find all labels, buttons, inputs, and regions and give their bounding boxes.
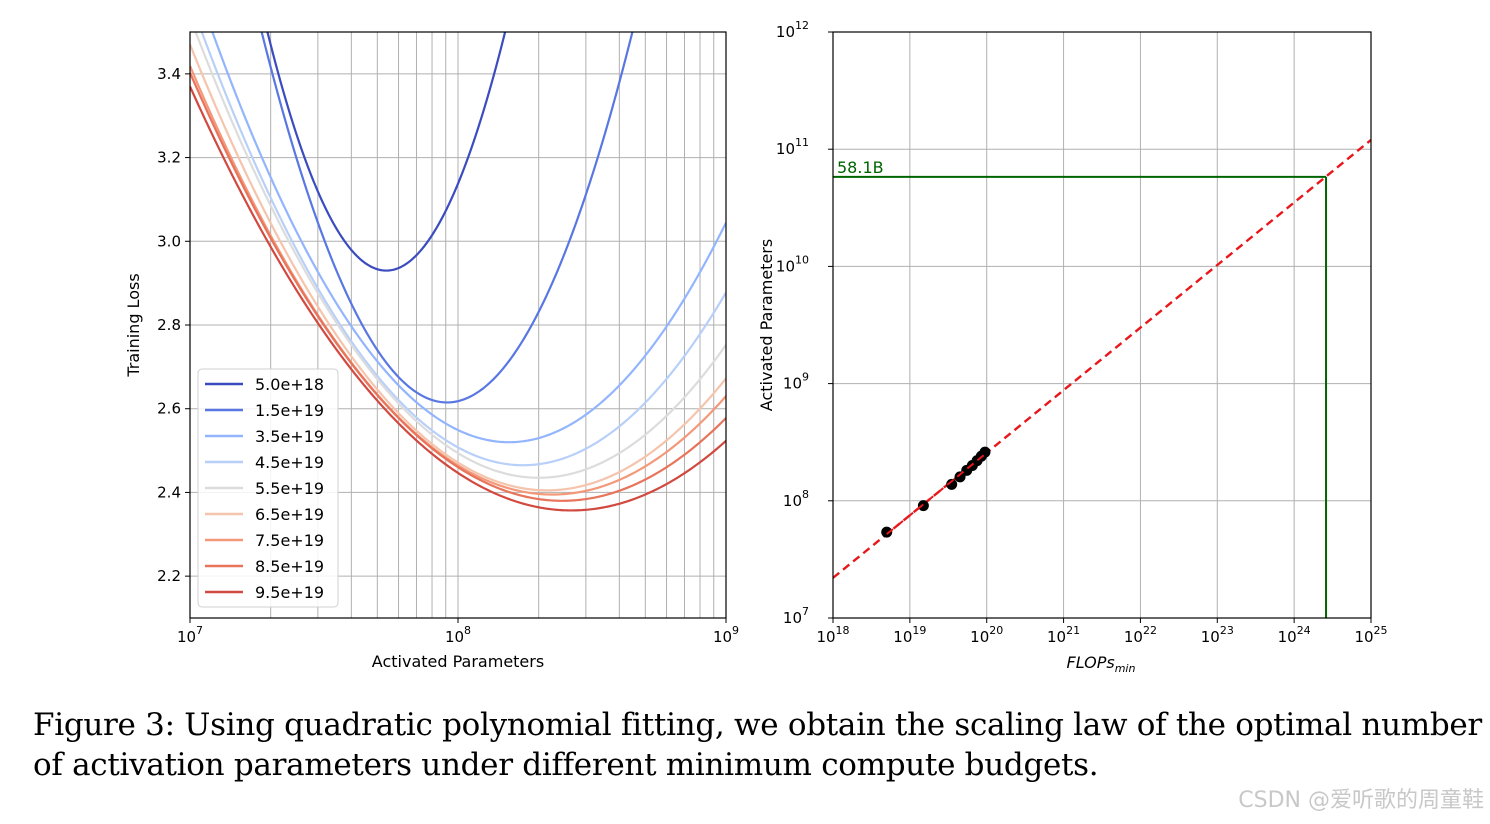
left-axis-ticks: 2.2 2.4 2.6 2.8 3.0 3.2 3.4 107 108 109 xyxy=(157,65,739,646)
loss-curve-series-8 xyxy=(190,86,726,512)
legend-item: 5.5e+19 xyxy=(205,479,324,498)
loss-curve-series-2 xyxy=(211,32,726,444)
left-loss-chart: 2.2 2.4 2.6 2.8 3.0 3.2 3.4 107 108 109 Activated… xyxy=(124,31,739,671)
left-loss-curves xyxy=(190,32,726,512)
legend-item: 9.5e+19 xyxy=(205,583,324,602)
x-tick-label: 1021 xyxy=(1047,624,1080,646)
legend-item: 8.5e+19 xyxy=(205,557,324,576)
x-tick-label: 109 xyxy=(713,624,739,646)
y-tick-label: 2.2 xyxy=(157,567,181,585)
loss-curve-series-5 xyxy=(190,44,726,492)
legend-label: 9.5e+19 xyxy=(255,583,324,602)
x-tick-label: 1019 xyxy=(893,624,926,646)
x-tick-label: 107 xyxy=(177,624,203,646)
y-tick-label: 3.4 xyxy=(157,65,181,83)
flops-subscript: min xyxy=(1115,662,1136,675)
data-point xyxy=(946,478,958,490)
y-tick-label: 3.2 xyxy=(157,149,181,167)
right-grid xyxy=(832,31,1372,619)
data-point xyxy=(881,526,893,538)
caption-label: Figure 3: xyxy=(33,707,175,743)
x-tick-label: 1018 xyxy=(816,624,849,646)
legend-label: 4.5e+19 xyxy=(255,453,324,472)
x-tick-label: 1024 xyxy=(1278,624,1311,646)
caption-text: Using quadratic polynomial fitting, we o… xyxy=(33,707,1482,783)
y-tick-label: 2.4 xyxy=(157,483,181,501)
legend-item: 5.0e+18 xyxy=(205,375,324,394)
loss-curve-series-0 xyxy=(266,32,507,272)
loss-curve-series-1 xyxy=(260,32,634,404)
y-tick-label: 1012 xyxy=(776,19,809,41)
legend-item: 1.5e+19 xyxy=(205,401,324,420)
y-tick-label: 2.6 xyxy=(157,400,181,418)
fit-line xyxy=(833,138,1371,579)
legend-box xyxy=(197,368,339,608)
x-tick-label: 108 xyxy=(445,624,471,646)
data-point xyxy=(979,446,991,458)
y-tick-label: 108 xyxy=(783,488,809,510)
legend-label: 1.5e+19 xyxy=(255,401,324,420)
right-plot-content: 58.1B xyxy=(833,138,1371,618)
left-y-axis-label: Training Loss xyxy=(124,273,143,377)
right-plot-frame xyxy=(832,31,1372,619)
y-tick-label: 107 xyxy=(783,605,809,627)
x-tick-label: 1023 xyxy=(1201,624,1234,646)
left-grid xyxy=(189,32,726,618)
loss-curve-series-7 xyxy=(190,72,726,502)
y-tick-label: 1011 xyxy=(776,136,809,158)
right-y-axis-label: Activated Parameters xyxy=(757,239,776,411)
x-tick-label: 1020 xyxy=(970,624,1003,646)
legend-label: 5.0e+18 xyxy=(255,375,324,394)
left-x-axis-label: Activated Parameters xyxy=(372,652,544,671)
fit-line-overlay xyxy=(886,453,986,535)
watermark: CSDN @爱听歌的周童鞋 xyxy=(1238,788,1484,813)
x-tick-label: 1022 xyxy=(1124,624,1157,646)
y-tick-label: 109 xyxy=(783,371,809,393)
y-tick-label: 2.8 xyxy=(157,316,181,334)
legend: 5.0e+18 1.5e+19 3.5e+19 4.5e+19 5.5e+19 6.5e+… xyxy=(197,368,339,608)
right-scaling-chart: 58.1B 1018 1019 1020 1021 1022 1023 1024 102510… xyxy=(757,19,1388,675)
legend-label: 6.5e+19 xyxy=(255,505,324,524)
legend-item: 3.5e+19 xyxy=(205,427,324,446)
legend-label: 3.5e+19 xyxy=(255,427,324,446)
legend-item: 6.5e+19 xyxy=(205,505,324,524)
y-tick-label: 3.0 xyxy=(157,232,181,250)
annotation-label: 58.1B xyxy=(837,158,884,177)
figure-caption: Figure 3: Using quadratic polynomial fit… xyxy=(33,705,1483,785)
legend-item: 7.5e+19 xyxy=(205,531,324,550)
right-axis-ticks: 1018 1019 1020 1021 1022 1023 1024 1025 107 108 10… xyxy=(776,19,1388,646)
loss-curve-series-6 xyxy=(190,65,726,496)
legend-label: 8.5e+19 xyxy=(255,557,324,576)
legend-label: 5.5e+19 xyxy=(255,479,324,498)
flops-label: FLOPs xyxy=(1067,653,1115,672)
data-point xyxy=(917,500,929,512)
x-tick-label: 1025 xyxy=(1354,624,1387,646)
legend-item: 4.5e+19 xyxy=(205,453,324,472)
right-x-axis-label: FLOPsmin xyxy=(1067,653,1136,675)
loss-curve-series-4 xyxy=(194,32,726,479)
y-tick-label: 1010 xyxy=(776,253,809,275)
loss-curve-series-3 xyxy=(200,32,726,467)
legend-label: 7.5e+19 xyxy=(255,531,324,550)
